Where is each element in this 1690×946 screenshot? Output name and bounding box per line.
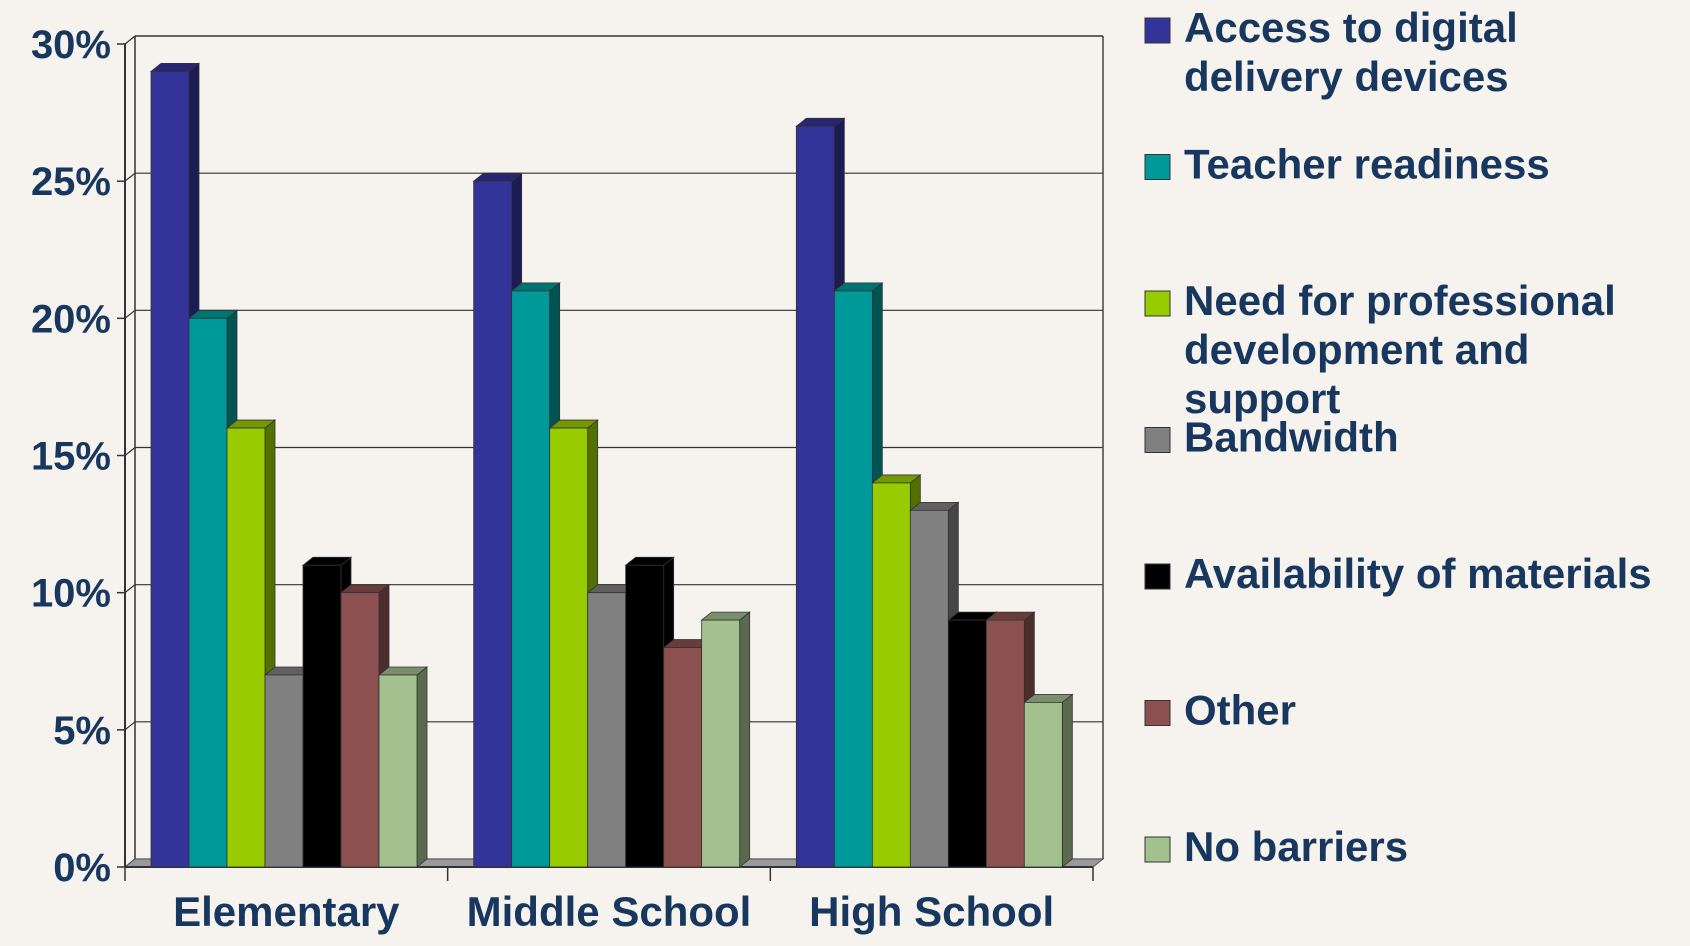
gridline-depth <box>124 447 136 456</box>
y-tick-label: 10% <box>31 572 111 616</box>
bar-front <box>701 619 741 868</box>
bar <box>149 62 201 868</box>
legend-swatch <box>1144 154 1171 180</box>
tick-labels: 0% 5% 10% 15% 20% 25% 30% Elementary Middle Scho… <box>31 23 1054 935</box>
bar-front <box>663 647 703 868</box>
bar-front <box>378 674 418 868</box>
gridline-depth <box>124 584 136 594</box>
y-tick-label: 15% <box>31 435 111 479</box>
y-tick-label: 25% <box>31 160 111 204</box>
legend-item: Availability of materials <box>1144 550 1652 597</box>
y-tick-label: 20% <box>31 297 111 341</box>
bar-front <box>511 290 551 868</box>
legend-item: Teacher readiness <box>1144 141 1550 188</box>
bar-front <box>473 180 513 868</box>
gridline-depth <box>124 721 136 731</box>
bar-front <box>188 317 228 868</box>
legend-item: No barriers <box>1144 823 1408 870</box>
legend-label: Availability of materials <box>1184 550 1652 597</box>
legend-swatch <box>1144 700 1171 726</box>
bar-front <box>587 592 627 868</box>
legend-label: support <box>1184 375 1340 422</box>
legend-item: Other <box>1144 687 1296 734</box>
bar-side <box>1061 693 1073 868</box>
legend-item: Bandwidth <box>1144 414 1399 461</box>
bar-front <box>947 619 987 868</box>
bar-front <box>340 592 380 868</box>
legend-swatch <box>1144 290 1171 317</box>
bar <box>700 611 751 868</box>
legend-label: Access to digital <box>1184 4 1518 51</box>
bar-front <box>985 619 1025 868</box>
legend-label: development and <box>1184 326 1529 373</box>
bar <box>1023 693 1074 868</box>
legend-swatch <box>1144 17 1171 44</box>
legend-swatch <box>1144 563 1171 590</box>
gridline-depth <box>124 35 136 45</box>
x-tick-label: High School <box>809 888 1054 935</box>
legend-label: No barriers <box>1184 823 1408 870</box>
x-tick-label: Elementary <box>173 888 400 935</box>
gridline-depth <box>124 172 136 182</box>
bar-front <box>871 482 911 868</box>
legend-swatch <box>1144 836 1171 863</box>
gridline-depth <box>124 309 136 319</box>
bar-side <box>416 666 428 868</box>
legend-label: Teacher readiness <box>1184 141 1550 188</box>
bar-front <box>1023 702 1063 868</box>
legend-label: Bandwidth <box>1184 414 1399 461</box>
y-tick-label: 0% <box>53 846 111 890</box>
bars <box>149 62 1074 868</box>
bar-side <box>739 611 751 868</box>
bar-front <box>833 290 873 868</box>
legend-label: delivery devices <box>1184 53 1509 100</box>
legend-label: Other <box>1184 687 1296 734</box>
bar-front <box>226 427 266 868</box>
legend-swatch <box>1144 427 1171 453</box>
x-tick-label: Middle School <box>467 888 752 935</box>
bar-front <box>625 564 665 868</box>
y-tick-label: 5% <box>53 709 111 753</box>
bar-front <box>264 674 304 868</box>
bar-front <box>549 427 589 868</box>
bar-front <box>909 509 949 868</box>
y-tick-label: 30% <box>31 23 111 67</box>
bar-front <box>795 125 835 868</box>
bar-front <box>150 71 190 868</box>
bar-front <box>302 564 342 868</box>
bar <box>377 666 429 868</box>
legend-label: Need for professional <box>1184 277 1616 324</box>
